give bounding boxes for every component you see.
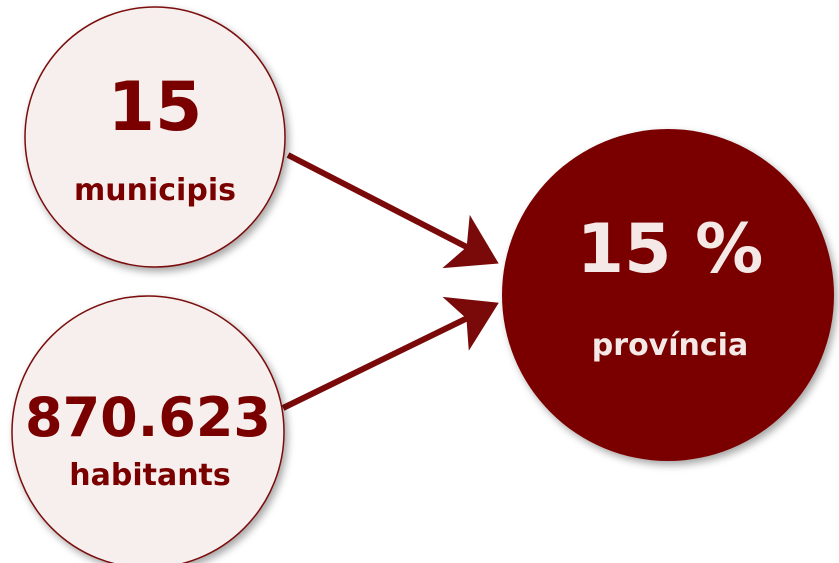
arrow [286, 152, 499, 269]
node-value: 15 [108, 68, 203, 147]
node-circle [11, 295, 285, 563]
arrow [281, 296, 499, 411]
node-value: 870.623 [25, 386, 271, 449]
node-circle [24, 6, 286, 268]
arrows [281, 152, 499, 411]
node-label: habitants [69, 458, 231, 493]
node-value: 15 % [577, 210, 763, 289]
node-circle [502, 129, 834, 461]
node-label: província [592, 328, 748, 363]
node-label: municipis [74, 173, 236, 208]
